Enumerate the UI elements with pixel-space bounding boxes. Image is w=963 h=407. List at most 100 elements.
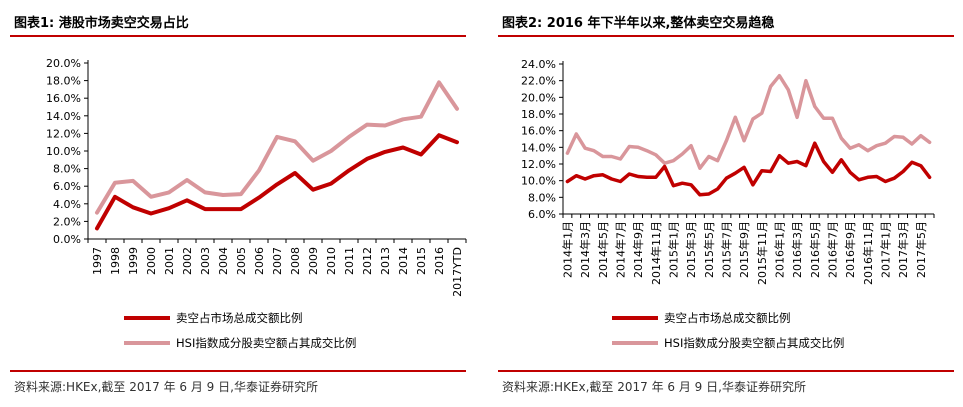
data-point (884, 142, 887, 144)
x-tick-label: 2015 (415, 247, 428, 275)
data-point (840, 137, 842, 139)
data-point (402, 118, 404, 120)
data-point (114, 182, 116, 184)
data-point (699, 194, 701, 196)
data-point (743, 166, 745, 168)
data-point (402, 146, 404, 149)
x-tick-label: 2016年9月 (843, 221, 857, 278)
data-point (822, 117, 825, 119)
x-tick-label: 2015年11月 (755, 221, 769, 285)
data-point (699, 167, 701, 169)
x-tick-label: 2009 (307, 247, 320, 275)
data-point (928, 176, 931, 178)
data-point (566, 152, 569, 154)
x-tick-label: 2017年3月 (896, 221, 910, 278)
data-point (258, 169, 260, 171)
data-point (610, 178, 613, 180)
data-point (655, 176, 657, 178)
source-note: 资料来源:HKEx,截至 2017 年 6 月 9 日,华泰证券研究所 (502, 380, 806, 394)
y-tick-label: 24.0% (521, 58, 556, 71)
data-point (132, 180, 134, 182)
data-point (584, 147, 586, 149)
data-point (814, 142, 816, 144)
data-point (769, 85, 772, 88)
data-point (884, 180, 887, 183)
data-point (778, 75, 781, 77)
data-point (734, 116, 736, 118)
x-tick-label: 2015年9月 (737, 221, 751, 278)
x-tick-label: 2016 (433, 247, 446, 275)
legend-label: HSI指数成分股卖空额占其成交比例 (176, 336, 356, 350)
data-point (602, 155, 604, 158)
data-point (858, 179, 860, 181)
x-tick-label: 2007 (271, 247, 284, 275)
y-tick-label: 8.0% (528, 191, 556, 204)
source-note: 资料来源:HKEx,截至 2017 年 6 月 9 日,华泰证券研究所 (14, 380, 318, 394)
x-tick-label: 2014年11月 (649, 221, 663, 285)
data-point (258, 197, 260, 199)
data-point (902, 170, 904, 173)
chart-panel-right: 图表2: 2016 年下半年以来,整体卖空交易趋稳 6.0% 8.0% 10.0% 1… (488, 0, 963, 407)
title-divider (498, 35, 954, 37)
data-point (186, 179, 188, 181)
data-point (637, 146, 639, 148)
x-tick-label: 1997 (91, 247, 104, 275)
data-point (366, 158, 368, 160)
data-point (276, 183, 278, 186)
x-tick-label: 2013 (379, 247, 392, 275)
data-point (312, 189, 314, 191)
x-tick-label: 2015年7月 (719, 221, 733, 278)
data-point (593, 150, 595, 152)
data-point (796, 116, 798, 118)
data-point (637, 175, 639, 178)
x-tick-label: 2001 (163, 247, 176, 275)
data-point (366, 124, 368, 126)
y-tick-label: 16.0% (46, 92, 81, 105)
y-tick-label: 4.0% (53, 198, 81, 211)
data-point (725, 140, 728, 142)
source-divider (498, 370, 954, 372)
y-tick-label: 22.0% (521, 75, 556, 88)
y-tick-label: 16.0% (521, 125, 556, 138)
x-tick-label: 2008 (289, 247, 302, 275)
data-point (593, 175, 595, 177)
data-point (822, 160, 825, 163)
data-point (690, 184, 692, 186)
data-point (690, 145, 692, 147)
x-tick-label: 2014年7月 (613, 221, 627, 278)
data-point (96, 212, 98, 214)
data-point (708, 155, 710, 158)
data-point (294, 172, 296, 174)
data-point (222, 194, 224, 196)
y-tick-label: 10.0% (521, 175, 556, 188)
data-point (646, 176, 648, 178)
data-point (168, 191, 170, 193)
x-tick-label: 2014 (397, 247, 410, 275)
data-point (114, 196, 116, 198)
x-tick-label: 2017年5月 (914, 221, 928, 278)
data-point (646, 150, 648, 152)
y-tick-label: 18.0% (46, 75, 81, 88)
data-point (787, 162, 789, 164)
data-point (787, 89, 789, 91)
data-point (132, 206, 134, 208)
legend-label: 卖空占市场总成交额比例 (664, 311, 791, 325)
data-point (752, 184, 754, 186)
title-divider (10, 35, 466, 37)
data-point (875, 175, 878, 178)
data-point (814, 105, 816, 108)
chart-panel-left: 图表1: 港股市场卖空交易占比 0.0% 2.0% 4.0% 6.0% 8.0% 10.0… (0, 0, 475, 407)
x-tick-label: 2016年11月 (861, 221, 875, 285)
y-tick-label: 18.0% (521, 108, 556, 121)
data-point (920, 165, 922, 167)
data-point (867, 150, 869, 152)
data-point (663, 162, 666, 164)
y-tick-label: 20.0% (521, 91, 556, 104)
chart-title: 图表1: 港股市场卖空交易占比 (14, 16, 189, 31)
data-point (204, 208, 206, 210)
data-point (619, 158, 622, 160)
data-point (628, 145, 630, 148)
data-point (761, 170, 763, 172)
data-point (920, 135, 922, 137)
data-point (805, 165, 807, 167)
